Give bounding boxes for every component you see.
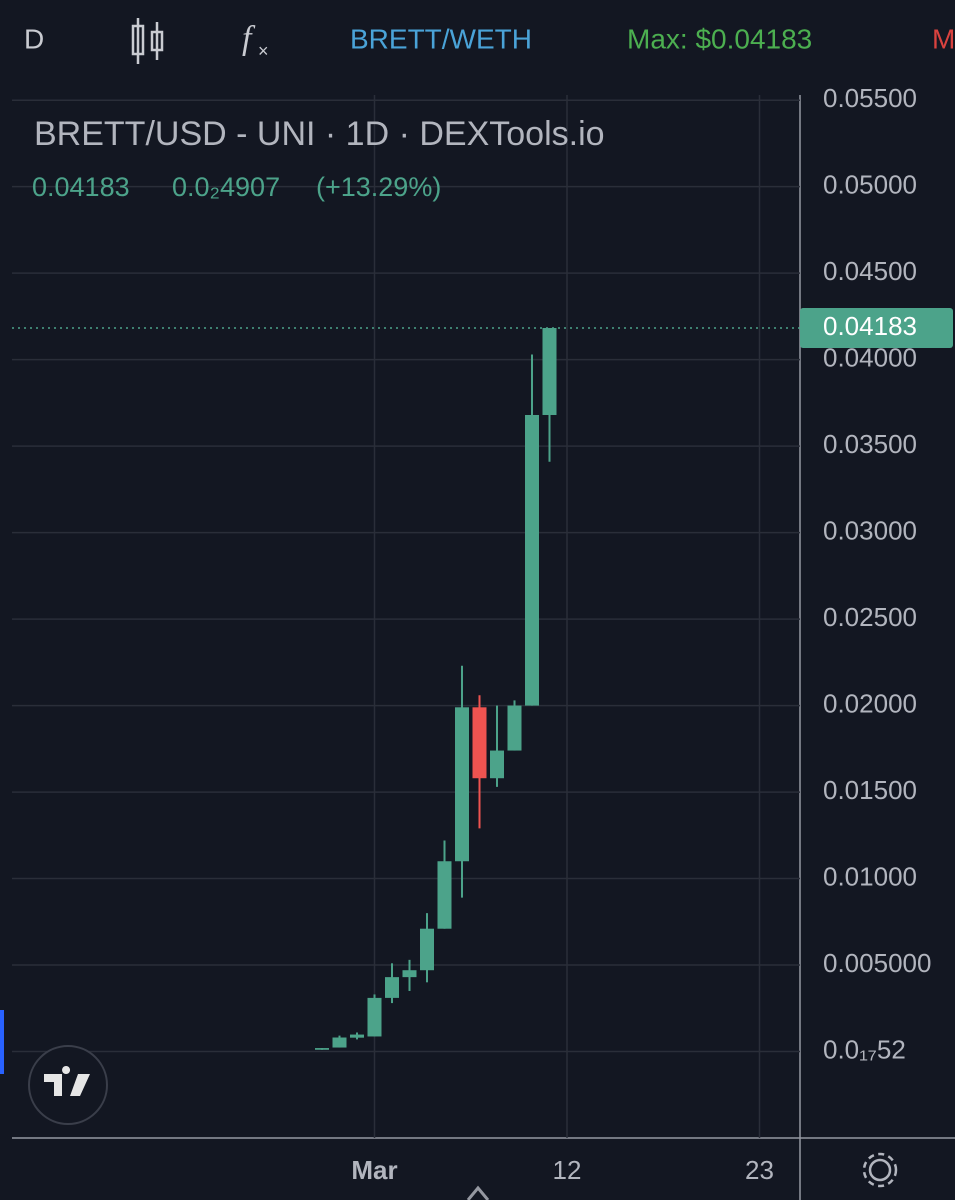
change-pct: (+13.29%) <box>316 172 441 202</box>
candle-body <box>472 707 487 779</box>
side-marker <box>0 1010 4 1074</box>
candle-body <box>542 327 557 415</box>
candle-body <box>507 705 522 751</box>
y-tick-label: 0.01000 <box>823 861 917 891</box>
settings-icon[interactable] <box>862 1152 898 1188</box>
candle-body <box>367 997 382 1037</box>
last-close: 0.04183 <box>32 172 130 202</box>
candle-body <box>455 707 469 862</box>
y-tick-label: 0.03500 <box>823 429 917 459</box>
chart-title: BRETT/USD - UNI · 1D · DEXTools.io <box>34 115 605 153</box>
x-tick-label: Mar <box>351 1155 397 1185</box>
pair-selector[interactable]: BRETT/WETH <box>350 23 532 54</box>
candle-body <box>490 750 504 779</box>
candle-body <box>525 414 539 706</box>
indicators-icon-x: × <box>258 41 269 61</box>
last-price-label: 0.04183 <box>823 311 917 341</box>
cut-label: M <box>932 23 955 54</box>
y-tick-label: 0.05500 <box>823 83 917 113</box>
y-tick-label: 0.0₁₇52 <box>823 1034 906 1064</box>
x-tick-label: 23 <box>745 1155 774 1185</box>
tradingview-logo[interactable] <box>28 1045 108 1125</box>
y-tick-label: 0.05000 <box>823 170 917 200</box>
candle-body <box>350 1034 364 1038</box>
y-tick-label: 0.03000 <box>823 515 917 545</box>
candles-icon[interactable] <box>131 18 164 64</box>
y-tick-label: 0.01500 <box>823 775 917 805</box>
interval-button[interactable]: D <box>24 23 44 54</box>
last-price-tag <box>800 307 953 348</box>
change: 0.0₂4907 <box>172 172 280 202</box>
candle-body <box>315 1048 329 1050</box>
candle-body <box>437 861 452 929</box>
y-tick-label: 0.005000 <box>823 948 931 978</box>
x-tick-label: 12 <box>553 1155 582 1185</box>
candle-body <box>420 928 434 971</box>
scroll-arrow[interactable] <box>466 1185 490 1200</box>
candle-body <box>402 970 417 978</box>
y-tick-label: 0.04500 <box>823 256 917 286</box>
max-price: Max: $0.04183 <box>627 23 812 54</box>
candle-body <box>385 977 399 998</box>
y-tick-label: 0.02500 <box>823 602 917 632</box>
y-tick-label: 0.02000 <box>823 688 917 718</box>
candle-body <box>332 1037 347 1048</box>
